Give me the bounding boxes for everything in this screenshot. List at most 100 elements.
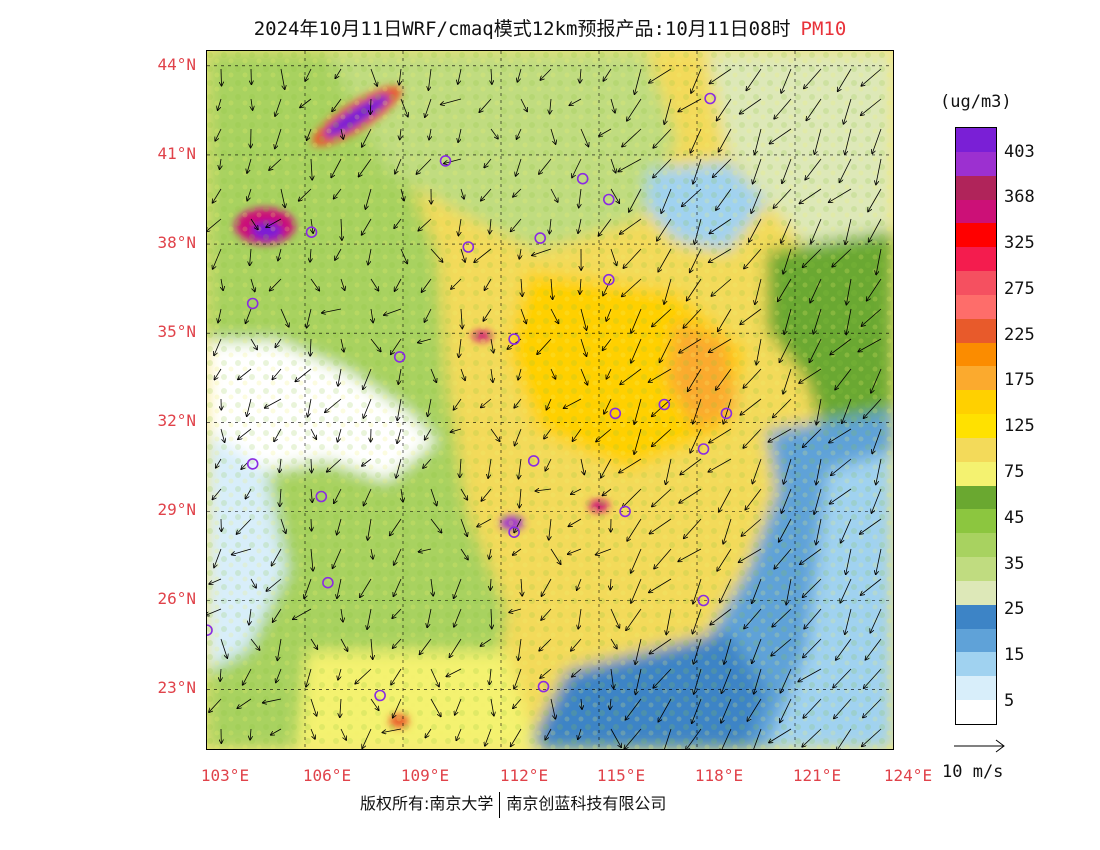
wind-arrow [577, 578, 582, 590]
wind-arrow [397, 428, 402, 443]
wind-arrow [603, 68, 612, 81]
wind-arrow [610, 578, 611, 590]
city-marker [374, 689, 386, 702]
lon-label: 112°E [499, 766, 549, 785]
wind-arrow [362, 128, 372, 147]
wind-arrow [868, 188, 882, 212]
wind-arrow [429, 128, 431, 140]
colorbar-unit: (ug/m3) [940, 92, 1012, 112]
lat-label: 29°N [157, 500, 196, 519]
wind-arrow [709, 218, 732, 234]
colorbar-swatch [956, 557, 996, 582]
wind-arrow [620, 368, 642, 384]
wind-arrow [337, 518, 342, 535]
wind-arrow [634, 398, 642, 424]
wind-arrow [306, 668, 312, 687]
wind-arrow [513, 188, 522, 197]
wind-arrow [395, 278, 402, 291]
wind-arrow [581, 698, 582, 709]
wind-arrow [209, 698, 222, 712]
wind-arrow [485, 728, 492, 746]
wind-arrow [307, 308, 312, 328]
wind-arrow [649, 368, 672, 382]
wind-arrow [872, 428, 882, 454]
wind-arrow [340, 698, 341, 717]
wind-arrow [489, 668, 491, 684]
wind-arrow [693, 398, 702, 424]
wind-arrow [684, 518, 702, 538]
colorbar-swatch [956, 223, 996, 248]
wind-arrow [744, 608, 762, 629]
wind-arrow [754, 668, 762, 694]
wind-arrow [532, 248, 552, 255]
wind-arrow [540, 668, 552, 678]
wind-arrow [280, 68, 285, 89]
wind-arrow [786, 578, 792, 605]
wind-arrow [568, 518, 582, 526]
copyright-owner: 版权所有:南京大学 [360, 794, 494, 813]
wind-arrow [876, 248, 882, 275]
wind-arrow [814, 488, 822, 514]
wind-arrow [719, 128, 732, 152]
wind-arrow [841, 518, 852, 543]
colorbar-swatch [956, 652, 996, 677]
wind-arrow [829, 428, 852, 443]
wind-arrow [798, 668, 822, 682]
wind-arrow [678, 548, 702, 561]
wind-arrow [580, 278, 581, 294]
city-marker [602, 193, 615, 206]
wind-arrow [371, 548, 373, 559]
wind-arrow [862, 728, 882, 746]
wind-arrow [713, 158, 732, 177]
wind-arrow [784, 458, 792, 484]
wind-arrow [836, 638, 852, 660]
colorbar-label: 225 [1004, 325, 1035, 345]
wind-arrow [610, 188, 619, 203]
wind-arrow [216, 458, 222, 468]
wind-arrow [693, 578, 702, 604]
wind-arrow [635, 638, 642, 664]
wind-arrow [270, 278, 282, 291]
lon-label: 103°E [200, 766, 250, 785]
wind-arrow [519, 488, 521, 508]
wind-arrow [837, 728, 852, 749]
wind-arrow [484, 278, 492, 290]
wind-arrow [535, 489, 552, 491]
wind-arrow [278, 248, 282, 261]
lat-label: 44°N [157, 55, 196, 74]
wind-arrow [610, 158, 616, 173]
wind-arrow [834, 698, 852, 719]
wind-arrow [596, 548, 612, 555]
wind-arrow [635, 68, 642, 94]
wind-arrow [513, 698, 522, 708]
wind-arrow [341, 608, 343, 622]
wind-arrow [276, 668, 282, 683]
wind-arrow [606, 308, 612, 321]
wind-arrow [690, 128, 702, 153]
wind-arrow [514, 668, 522, 689]
wind-arrow [653, 668, 672, 688]
lon-label: 118°E [694, 766, 744, 785]
copyright-footer: 版权所有:南京大学 南京创蓝科技有限公司 [360, 790, 666, 818]
wind-arrow [514, 398, 522, 408]
colorbar-swatch [956, 318, 996, 344]
wind-arrow [636, 668, 642, 694]
wind-arrow [799, 368, 822, 383]
wind-arrow [308, 398, 312, 417]
wind-arrow [250, 578, 256, 588]
wind-arrow [265, 398, 282, 408]
wind-arrow [307, 128, 312, 140]
wind-arrow [833, 668, 852, 688]
wind-arrow [337, 578, 342, 598]
wind-arrow [845, 218, 852, 244]
wind-arrow [539, 158, 552, 174]
wind-arrow [363, 398, 372, 418]
wind-arrow [400, 248, 407, 264]
wind-arrow [540, 68, 552, 80]
wind-arrow [719, 488, 732, 512]
wind-arrow [490, 128, 498, 139]
wind-arrow [842, 398, 852, 423]
wind-arrow [250, 278, 255, 292]
wind-arrow [603, 278, 612, 296]
city-marker [508, 333, 520, 345]
